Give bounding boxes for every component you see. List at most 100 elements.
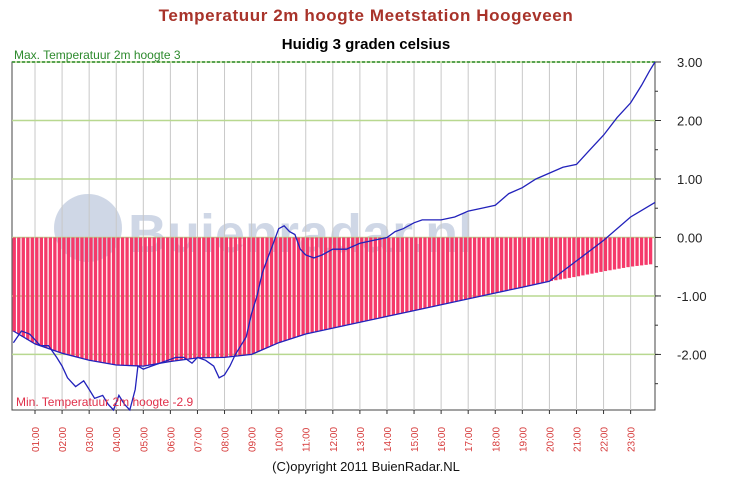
temp-bar [260,237,265,350]
temp-bar [617,237,621,269]
temp-bar [310,237,314,333]
temp-bar [175,237,179,361]
x-tick-label: 11:00 [302,427,313,452]
temp-bar [608,237,612,271]
temp-bar [215,237,220,358]
x-tick-label: 18:00 [491,427,502,452]
temp-bar [612,237,617,270]
temp-bar [477,237,481,297]
temp-bar [369,237,373,320]
temp-bar [463,237,468,300]
temp-bar [342,237,346,326]
y-tick-label: 0.00 [677,230,702,245]
temp-bar [166,237,170,362]
temp-bar [152,237,156,365]
x-tick-label: 10:00 [275,427,286,452]
x-tick-label: 02:00 [58,427,69,452]
temp-bar [324,237,328,330]
temp-bar [314,237,319,332]
temp-bar [30,237,34,343]
temp-bar [44,237,48,348]
temp-bar [283,237,287,341]
temp-bar [387,237,391,317]
x-tick-label: 14:00 [383,427,394,452]
temp-bar [540,237,544,283]
temp-bar [400,237,405,314]
x-tick-label: 04:00 [112,427,123,452]
temp-bar [554,237,558,281]
temp-bar [558,237,563,280]
x-tick-label: 13:00 [356,427,367,452]
temp-bar [450,237,454,303]
temp-bar [184,237,188,360]
temp-bar [527,237,531,286]
temp-bar [39,237,43,347]
temp-bar [382,237,386,317]
temp-bar [193,237,197,359]
temp-bar [630,237,635,267]
temp-bar [328,237,332,329]
temp-bar [197,237,201,358]
temp-bar [495,237,499,293]
temp-bar [337,237,341,327]
x-tick-label: 15:00 [410,427,421,452]
temp-bar [89,237,93,361]
temp-bar [585,237,590,275]
temp-bar [468,237,472,299]
temp-bar [409,237,414,312]
temp-bar [202,237,206,358]
temp-bar [648,237,653,265]
temp-bar [238,237,242,356]
x-tick-label: 03:00 [85,427,96,452]
temp-bar [62,237,66,354]
temp-bar [48,237,53,350]
temp-bar [373,237,377,319]
temp-bar [432,237,436,307]
x-tick-label: 22:00 [600,427,611,452]
temp-bar [500,237,504,292]
temp-bar [206,237,210,358]
temp-bar [233,237,238,357]
temp-bar [355,237,359,323]
temp-bar [134,237,138,366]
temp-bar [98,237,102,363]
temp-bar [211,237,215,358]
chart-subtitle: Huidig 3 graden celsius [281,36,451,53]
temp-bar [170,237,174,362]
temp-bar [26,237,30,340]
y-tick-label: -2.00 [677,347,707,362]
y-tick-label: 3.00 [677,55,702,70]
temp-bar [66,237,71,355]
temp-bar [644,237,648,265]
temp-bar [278,237,283,343]
x-tick-label: 16:00 [437,427,448,452]
temp-bar [576,237,581,277]
temp-bar [603,237,608,272]
temp-bar [509,237,513,290]
temp-bar [120,237,125,366]
temp-bar [301,237,305,335]
temp-line-2 [13,201,656,367]
temp-bar [75,237,80,358]
temp-bar [265,237,269,348]
x-tick-label: 05:00 [139,427,150,452]
temp-bar [536,237,540,284]
temp-bar [504,237,508,291]
temp-bar [80,237,84,359]
temp-bar [599,237,603,272]
temp-bar [292,237,296,338]
temp-bar [143,237,147,366]
x-tick-label: 06:00 [166,427,177,452]
x-tick-label: 01:00 [31,427,42,452]
temp-bar [360,237,364,322]
temp-bar [116,237,120,366]
temp-bar [107,237,111,364]
temp-bar [147,237,152,366]
temp-bar [567,237,572,278]
temp-bar [129,237,134,366]
temp-bar [17,237,21,335]
temp-bar [490,237,495,294]
temp-bar [531,237,535,285]
temp-bar [111,237,116,365]
